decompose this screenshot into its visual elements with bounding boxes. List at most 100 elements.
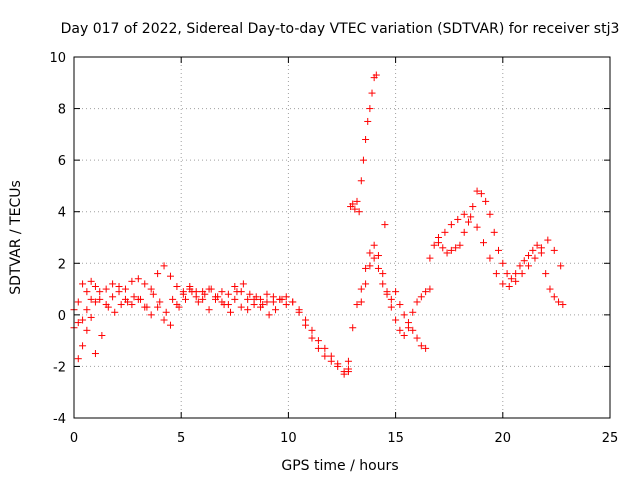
data-point bbox=[387, 295, 395, 303]
data-point bbox=[542, 270, 550, 278]
data-point bbox=[83, 288, 91, 296]
data-point bbox=[529, 246, 537, 254]
data-marks bbox=[70, 71, 567, 378]
data-point bbox=[130, 293, 138, 301]
data-point bbox=[525, 252, 533, 260]
y-tick-label: 2 bbox=[58, 257, 66, 272]
data-point bbox=[207, 285, 215, 293]
data-point bbox=[239, 280, 247, 288]
data-point bbox=[244, 306, 252, 314]
data-point bbox=[314, 344, 322, 352]
y-tick-label: 8 bbox=[58, 103, 66, 118]
data-point bbox=[186, 282, 194, 290]
data-point bbox=[227, 308, 235, 316]
data-point bbox=[409, 326, 417, 334]
data-point bbox=[443, 249, 451, 257]
x-tick-label: 10 bbox=[280, 431, 297, 446]
data-point bbox=[259, 301, 267, 309]
chart-title: Day 017 of 2022, Sidereal Day-to-day VTE… bbox=[61, 21, 620, 37]
data-point bbox=[456, 241, 464, 249]
data-point bbox=[469, 203, 477, 211]
x-axis-ticks: 0 5 10 15 20 25 bbox=[70, 57, 618, 446]
data-point bbox=[396, 301, 404, 309]
data-point bbox=[289, 298, 297, 306]
data-point bbox=[269, 293, 277, 301]
data-point bbox=[154, 303, 162, 311]
data-point bbox=[233, 288, 241, 296]
data-point bbox=[244, 295, 252, 303]
data-point bbox=[379, 270, 387, 278]
data-point bbox=[525, 262, 533, 270]
data-point bbox=[156, 298, 164, 306]
data-point bbox=[362, 264, 370, 272]
data-point bbox=[364, 117, 372, 125]
data-point bbox=[74, 319, 82, 327]
data-point bbox=[441, 228, 449, 236]
data-point bbox=[473, 223, 481, 231]
data-point bbox=[166, 272, 174, 280]
data-point bbox=[147, 311, 155, 319]
y-tick-label: 4 bbox=[58, 206, 66, 221]
x-tick-label: 20 bbox=[495, 431, 512, 446]
data-point bbox=[467, 213, 475, 221]
data-point bbox=[349, 324, 357, 332]
data-point bbox=[128, 277, 136, 285]
y-tick-label: -4 bbox=[53, 412, 66, 427]
data-point bbox=[537, 244, 545, 252]
data-point bbox=[272, 306, 280, 314]
data-point bbox=[218, 288, 226, 296]
data-point bbox=[550, 246, 558, 254]
data-point bbox=[486, 254, 494, 262]
y-axis-label: SDTVAR / TECUs bbox=[8, 180, 24, 295]
data-point bbox=[490, 228, 498, 236]
data-point bbox=[96, 288, 104, 296]
data-point bbox=[507, 275, 515, 283]
data-point bbox=[359, 156, 367, 164]
data-point bbox=[334, 362, 342, 370]
data-point bbox=[321, 352, 329, 360]
data-point bbox=[96, 295, 104, 303]
data-point bbox=[263, 290, 271, 298]
data-point bbox=[353, 197, 361, 205]
x-tick-label: 0 bbox=[70, 431, 78, 446]
data-point bbox=[201, 290, 209, 298]
data-point bbox=[278, 295, 286, 303]
data-point bbox=[321, 344, 329, 352]
data-point bbox=[104, 303, 112, 311]
data-point bbox=[74, 355, 82, 363]
plot-frame bbox=[73, 56, 611, 419]
data-point bbox=[439, 244, 447, 252]
data-point bbox=[518, 270, 526, 278]
data-point bbox=[91, 298, 99, 306]
data-point bbox=[499, 259, 507, 267]
data-point bbox=[109, 280, 117, 288]
data-point bbox=[327, 357, 335, 365]
data-point bbox=[252, 293, 260, 301]
data-point bbox=[368, 89, 376, 97]
data-point bbox=[79, 342, 87, 350]
data-point bbox=[295, 308, 303, 316]
data-point bbox=[480, 239, 488, 247]
data-point bbox=[205, 306, 213, 314]
data-point bbox=[224, 290, 232, 298]
data-point bbox=[392, 288, 400, 296]
data-point bbox=[181, 295, 189, 303]
data-point bbox=[366, 249, 374, 257]
data-point bbox=[314, 337, 322, 345]
data-point bbox=[374, 252, 382, 260]
data-point bbox=[404, 319, 412, 327]
data-point bbox=[383, 290, 391, 298]
data-point bbox=[396, 326, 404, 334]
data-point bbox=[199, 295, 207, 303]
x-axis-label: GPS time / hours bbox=[281, 458, 398, 474]
data-point bbox=[308, 334, 316, 342]
data-point bbox=[115, 288, 123, 296]
data-point bbox=[409, 308, 417, 316]
data-point bbox=[512, 277, 520, 285]
y-tick-label: -2 bbox=[53, 360, 66, 375]
data-point bbox=[473, 187, 481, 195]
data-point bbox=[340, 370, 348, 378]
data-point bbox=[111, 308, 119, 316]
data-point bbox=[460, 210, 468, 218]
